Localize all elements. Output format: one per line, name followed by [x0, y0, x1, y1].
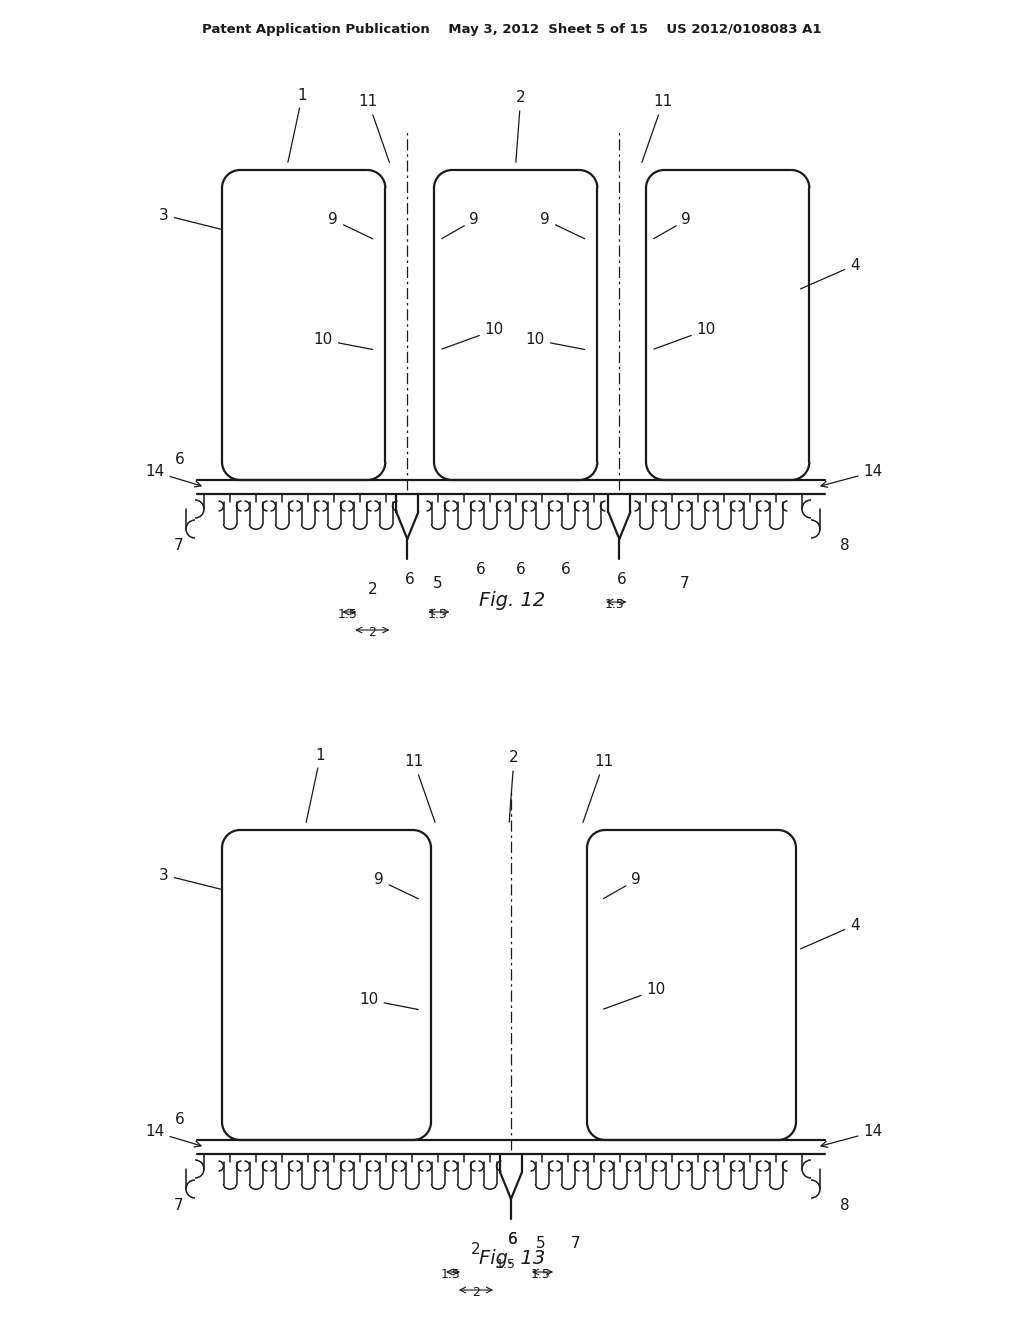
Text: 1: 1 [288, 87, 307, 162]
Text: 14: 14 [145, 465, 201, 487]
Text: 6: 6 [561, 561, 570, 577]
Text: 3: 3 [159, 867, 221, 890]
Text: 4: 4 [801, 917, 860, 949]
Text: 10: 10 [603, 982, 666, 1008]
Text: 9: 9 [441, 213, 479, 239]
Text: 10: 10 [359, 993, 418, 1010]
Text: 5: 5 [432, 577, 442, 591]
Text: 1.5: 1.5 [337, 607, 357, 620]
Text: 6: 6 [508, 1232, 518, 1246]
Text: 7: 7 [571, 1237, 581, 1251]
Text: 11: 11 [583, 755, 613, 822]
Text: 14: 14 [145, 1125, 201, 1147]
Text: 6: 6 [516, 561, 526, 577]
Text: 11: 11 [642, 95, 673, 162]
Text: 11: 11 [358, 95, 389, 162]
Text: 6: 6 [404, 572, 415, 586]
Text: 1.5: 1.5 [604, 598, 625, 610]
Text: 1.5: 1.5 [496, 1258, 516, 1270]
Text: 6: 6 [175, 1113, 185, 1127]
Text: 9: 9 [374, 873, 419, 899]
Text: Fig. 12: Fig. 12 [479, 590, 545, 610]
Text: 14: 14 [821, 465, 883, 487]
Text: 9: 9 [541, 213, 585, 239]
Text: 1.5: 1.5 [531, 1267, 551, 1280]
Text: 2: 2 [472, 1286, 480, 1299]
Text: 1.5: 1.5 [441, 1267, 461, 1280]
Text: 2: 2 [471, 1242, 481, 1257]
Text: 7: 7 [680, 577, 689, 591]
Text: Fig. 13: Fig. 13 [479, 1249, 545, 1267]
Text: 5: 5 [537, 1237, 546, 1251]
Text: 1.5: 1.5 [427, 607, 447, 620]
Text: 2: 2 [509, 751, 519, 822]
Text: 10: 10 [442, 322, 504, 348]
Text: 1: 1 [306, 747, 326, 822]
Text: 9: 9 [653, 213, 691, 239]
Text: 10: 10 [525, 333, 585, 350]
Text: 10: 10 [313, 333, 373, 350]
Text: 2: 2 [368, 582, 377, 597]
Text: 2: 2 [516, 91, 525, 162]
Text: 9: 9 [329, 213, 373, 239]
Text: 9: 9 [603, 873, 641, 899]
Text: 11: 11 [404, 755, 435, 822]
Text: 6: 6 [175, 453, 185, 467]
Text: 7: 7 [174, 539, 184, 553]
Text: 8: 8 [840, 1199, 850, 1213]
Text: 3: 3 [159, 207, 221, 230]
Text: Patent Application Publication    May 3, 2012  Sheet 5 of 15    US 2012/0108083 : Patent Application Publication May 3, 20… [203, 22, 821, 36]
Text: 10: 10 [654, 322, 716, 348]
Text: 7: 7 [174, 1199, 184, 1213]
Text: 8: 8 [840, 539, 850, 553]
Text: 2: 2 [369, 626, 376, 639]
Text: 14: 14 [821, 1125, 883, 1147]
Text: 6: 6 [508, 1232, 518, 1246]
Text: 6: 6 [476, 561, 485, 577]
Text: 6: 6 [616, 572, 627, 586]
Text: 4: 4 [801, 257, 860, 289]
